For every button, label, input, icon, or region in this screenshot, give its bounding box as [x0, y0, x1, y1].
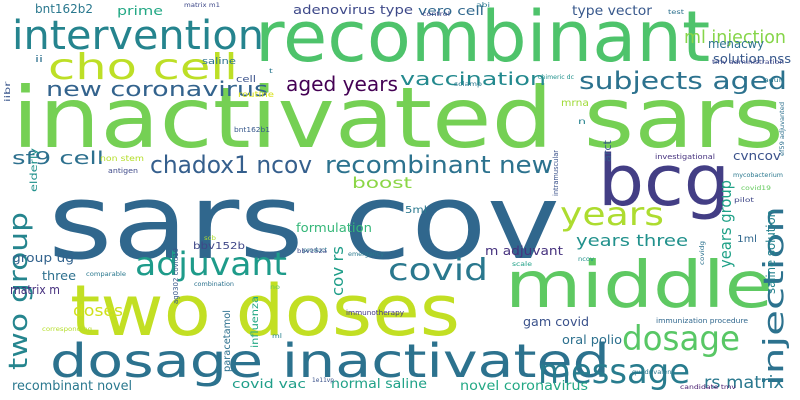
word-gam-covid: gam covid — [523, 315, 590, 329]
word-adenovirus-type: adenovirus type — [293, 3, 413, 17]
word-intervention: intervention — [12, 13, 264, 59]
word-novel-coronavirus: novel coronavirus — [460, 379, 588, 394]
word-oral-polio: oral polio — [562, 333, 622, 347]
word-investigational: investigational — [655, 153, 716, 161]
word-elderly: elderly — [29, 147, 40, 192]
word-aged-years: aged years — [286, 72, 399, 96]
word-years: years — [560, 195, 665, 233]
word-bbv152a: bbv152a — [297, 248, 328, 255]
word-abi: abi — [476, 2, 490, 9]
word-sclamp: sclamp — [454, 81, 482, 88]
word-covid19: covid19 — [741, 185, 771, 192]
word-subjects-aged: subjects aged — [579, 67, 787, 95]
word-no: no — [270, 284, 280, 291]
word-cvncov: cvncov — [733, 149, 781, 163]
word-paracetamol: paracetamol — [222, 310, 233, 372]
word-mrna: mrna — [561, 98, 589, 109]
word-inactivated-sars: inactivated sars — [12, 69, 784, 167]
word-type-vector: type vector — [572, 4, 653, 19]
word-combination: combination — [194, 281, 234, 288]
word-ii: ii — [35, 55, 44, 65]
word-vaccination: vaccination — [400, 69, 547, 90]
word-recombinant: recombinant — [255, 0, 711, 78]
word-sf9-cell: sf9 cell — [12, 148, 104, 169]
word-sars-cov: sars cov — [48, 161, 561, 283]
word-control: control — [422, 11, 450, 18]
word-years-three: years three — [576, 231, 689, 250]
word-years-group: years group — [716, 179, 735, 268]
word-influenza: influenza — [250, 295, 261, 348]
word-recombinant-novel: recombinant novel — [12, 379, 133, 394]
word-formulation: formulation — [296, 221, 372, 235]
word-cov-rs: cov rs — [328, 246, 347, 296]
word-two-doses: two doses — [70, 270, 461, 352]
word-ncov: ncov — [578, 256, 595, 263]
word-cell: cell — [236, 75, 256, 85]
word-ml-injection: ml injection — [684, 27, 786, 48]
word-new-coronavirus: new coronavirus — [46, 77, 269, 101]
word-cho-cell: cho cell — [48, 47, 238, 88]
word-normal-saline: normal saline — [331, 377, 427, 392]
word-group-ug: group ug — [12, 251, 74, 265]
word-ml: ml — [272, 333, 283, 340]
word-comparable: comparable — [86, 271, 127, 278]
word-rs-matrix: rs matrix — [704, 373, 784, 393]
word-m-adjuvant: m adjuvant — [485, 244, 564, 258]
word-iibr: iibr — [3, 81, 12, 103]
word-covid: covid — [388, 253, 488, 288]
word-scale: scale — [512, 261, 533, 268]
word-5ml: 5ml — [405, 205, 428, 216]
word-scb: scb — [204, 235, 217, 242]
word-antigen: antigen — [108, 167, 138, 175]
word-chadox1-ncov: chadox1 ncov — [150, 151, 313, 179]
word-1ml: 1ml — [737, 234, 758, 245]
word-immunization-procedure: immunization procedure — [656, 317, 749, 325]
word-routine: routine — [238, 90, 275, 99]
word-emergency: emergency — [348, 251, 385, 258]
word-corresponding: corresponding — [42, 326, 93, 333]
word-solution-nss: solution nss — [713, 52, 792, 66]
word-non-stem: non stem — [100, 154, 145, 163]
word-candidate-tmv: candidate tmv — [680, 384, 737, 391]
word-intramuscular: intramuscular — [552, 149, 560, 196]
word-matrix-m1: matrix m1 — [184, 2, 220, 9]
word-ag0302-covid19: ag0302 covid19 — [172, 247, 180, 304]
word-immunotherapy: immunotherapy — [346, 309, 404, 317]
word-quadrivalent: quadrivalent — [632, 369, 675, 376]
word-menacwy: menacwy — [708, 37, 764, 51]
word-covid-vac: covid vac — [232, 377, 306, 391]
word-covidg: covidg — [699, 241, 706, 265]
word-chimeric-dc: chimeric dc — [538, 74, 575, 81]
word-mycobacterium: mycobacterium — [733, 172, 783, 179]
word-adult: adult — [764, 77, 784, 84]
word-recombinant-new: recombinant new — [325, 151, 554, 179]
word-middle: middle — [505, 249, 773, 323]
word-tmv-administration: tmv administration — [712, 59, 785, 66]
word-product: product — [303, 247, 328, 254]
word-ef59-adjuvanted: ef59 adjuvanted — [779, 101, 786, 156]
word-bnt162b2: bnt162b2 — [35, 2, 93, 16]
word-doses: doses — [73, 301, 124, 320]
word-pilot: pilot — [734, 197, 754, 204]
word-bbv152b: bbv152b — [193, 241, 245, 252]
word-vero-cell: vero cell — [418, 4, 485, 18]
word-dosage-inactivated: dosage inactivated — [50, 334, 610, 388]
word-arct: arct — [601, 140, 614, 162]
word-1e11vp: 1e11vp — [312, 377, 334, 384]
word-adjuvant: adjuvant — [135, 245, 287, 283]
word-matrix-m: matrix m — [10, 283, 60, 297]
word-dosage: dosage — [622, 319, 741, 359]
word-three: three — [42, 269, 77, 283]
word-prime: prime — [117, 4, 163, 18]
word-saline: saline — [202, 57, 236, 67]
word-saline-solution: saline solution — [764, 209, 778, 294]
word-n: n — [578, 117, 586, 126]
word-t: t — [269, 68, 273, 75]
word-bcg: bcg — [598, 140, 730, 222]
word-bnt162b1: bnt162b1 — [234, 126, 270, 134]
word-boost: boost — [352, 174, 412, 192]
word-message: message — [538, 352, 691, 392]
word-test: test — [668, 9, 685, 16]
